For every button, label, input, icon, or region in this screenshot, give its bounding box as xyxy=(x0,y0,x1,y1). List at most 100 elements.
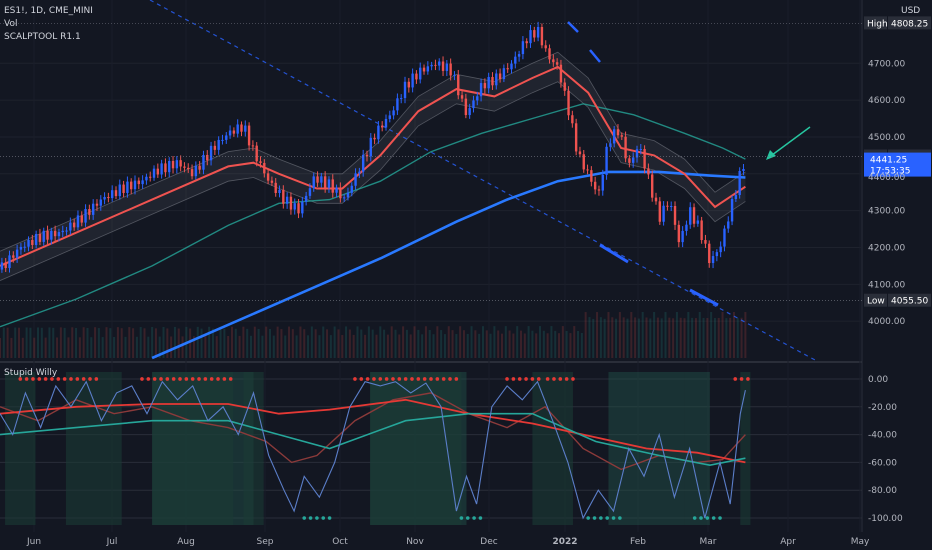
volume-bar xyxy=(520,330,523,358)
volume-bar xyxy=(729,317,732,358)
volume-bar xyxy=(402,326,405,358)
candle-body xyxy=(194,165,198,177)
volume-bar xyxy=(679,317,682,358)
volume-bar xyxy=(573,326,576,358)
osc-bottom-dot xyxy=(692,516,697,520)
osc-top-dot xyxy=(197,377,201,381)
candle-body xyxy=(453,74,456,76)
candle-body xyxy=(327,179,331,188)
volume-bar xyxy=(242,326,245,358)
candle-body xyxy=(700,220,703,241)
osc-bottom-dot xyxy=(478,516,483,520)
volume-bar xyxy=(162,326,165,358)
candle-body xyxy=(323,176,327,188)
candle-body xyxy=(377,125,380,140)
volume-bar xyxy=(558,333,561,358)
x-tick-label: Nov xyxy=(406,537,424,547)
osc-top-dot xyxy=(81,377,86,381)
y-tick-label: 4600.00 xyxy=(868,96,905,106)
volume-bar xyxy=(170,336,173,358)
volume-bar xyxy=(470,326,473,358)
trend-segment xyxy=(689,288,719,307)
candle-body xyxy=(168,160,171,173)
volume-bar xyxy=(75,327,78,358)
candle-body xyxy=(400,98,403,100)
candle-body xyxy=(133,180,137,190)
volume-bar xyxy=(531,330,534,358)
volume-bar xyxy=(744,312,747,358)
volume-bar xyxy=(37,327,40,358)
volume-bar xyxy=(584,312,587,358)
candle-body xyxy=(217,139,220,150)
volume-bar xyxy=(409,334,412,358)
candle-body xyxy=(388,115,392,119)
volume-bar xyxy=(599,317,602,358)
osc-shading-band xyxy=(370,372,462,525)
candle-body xyxy=(339,187,342,199)
candle-body xyxy=(487,76,490,89)
volume-bar xyxy=(120,328,123,358)
osc-series-line xyxy=(0,392,746,471)
volume-bar xyxy=(314,329,317,358)
volume-bar xyxy=(459,326,462,358)
volume-bar xyxy=(440,330,443,358)
volume-bar xyxy=(105,327,108,358)
volume-bar xyxy=(672,318,675,358)
volume-bar xyxy=(322,326,325,358)
candle-body xyxy=(536,27,540,38)
volume-bar xyxy=(132,328,135,358)
volume-bar xyxy=(192,336,195,358)
volume-bar xyxy=(668,317,671,358)
candle-body xyxy=(529,30,532,44)
x-tick-label: Dec xyxy=(480,537,497,547)
volume-bar xyxy=(337,329,340,358)
osc-bottom-dot xyxy=(592,516,597,520)
candle-body xyxy=(316,176,319,183)
volume-bar xyxy=(249,335,252,358)
candle-body xyxy=(266,173,270,181)
candle-body xyxy=(403,81,407,99)
osc-top-dot xyxy=(391,377,395,381)
ma-mid-line xyxy=(0,103,746,328)
candle-body xyxy=(662,205,665,222)
osc-shading-band xyxy=(65,372,122,525)
volume-bar xyxy=(656,317,659,358)
candle-body xyxy=(209,145,213,161)
volume-bar xyxy=(181,336,184,358)
y-tick-label: 4700.00 xyxy=(868,59,905,69)
currency-label[interactable]: USD xyxy=(901,6,921,16)
volume-bar xyxy=(698,312,701,358)
osc-top-dot xyxy=(733,377,738,381)
volume-bar xyxy=(352,334,355,358)
candle-body xyxy=(582,154,585,170)
volume-bar xyxy=(86,328,89,358)
volume-bar xyxy=(375,334,378,358)
volume-bar xyxy=(622,317,625,358)
volume-bar xyxy=(299,326,302,358)
candle-body xyxy=(50,230,53,240)
candle-body xyxy=(495,73,498,86)
candle-body xyxy=(624,136,627,159)
osc-top-dot xyxy=(94,377,99,381)
osc-top-dot xyxy=(517,377,522,381)
osc-bottom-dot xyxy=(618,516,622,520)
volume-bar xyxy=(577,331,580,358)
y-tick-label: 4200.00 xyxy=(868,243,905,253)
volume-bar xyxy=(139,327,142,358)
candle-body xyxy=(609,143,612,147)
volume-bar xyxy=(25,327,28,358)
candle-body xyxy=(449,63,452,76)
volume-bar xyxy=(713,318,716,358)
candle-body xyxy=(240,124,243,132)
volume-bar xyxy=(451,330,454,358)
volume-bar xyxy=(702,317,705,358)
candle-body xyxy=(91,203,95,215)
candle-body xyxy=(46,230,49,240)
candle-body xyxy=(506,68,509,70)
osc-top-dot xyxy=(545,377,550,381)
candle-body xyxy=(540,27,544,46)
volume-bar xyxy=(269,328,272,358)
candle-body xyxy=(438,61,441,66)
indicator-label: SCALPTOOL R1.1 xyxy=(4,32,81,42)
